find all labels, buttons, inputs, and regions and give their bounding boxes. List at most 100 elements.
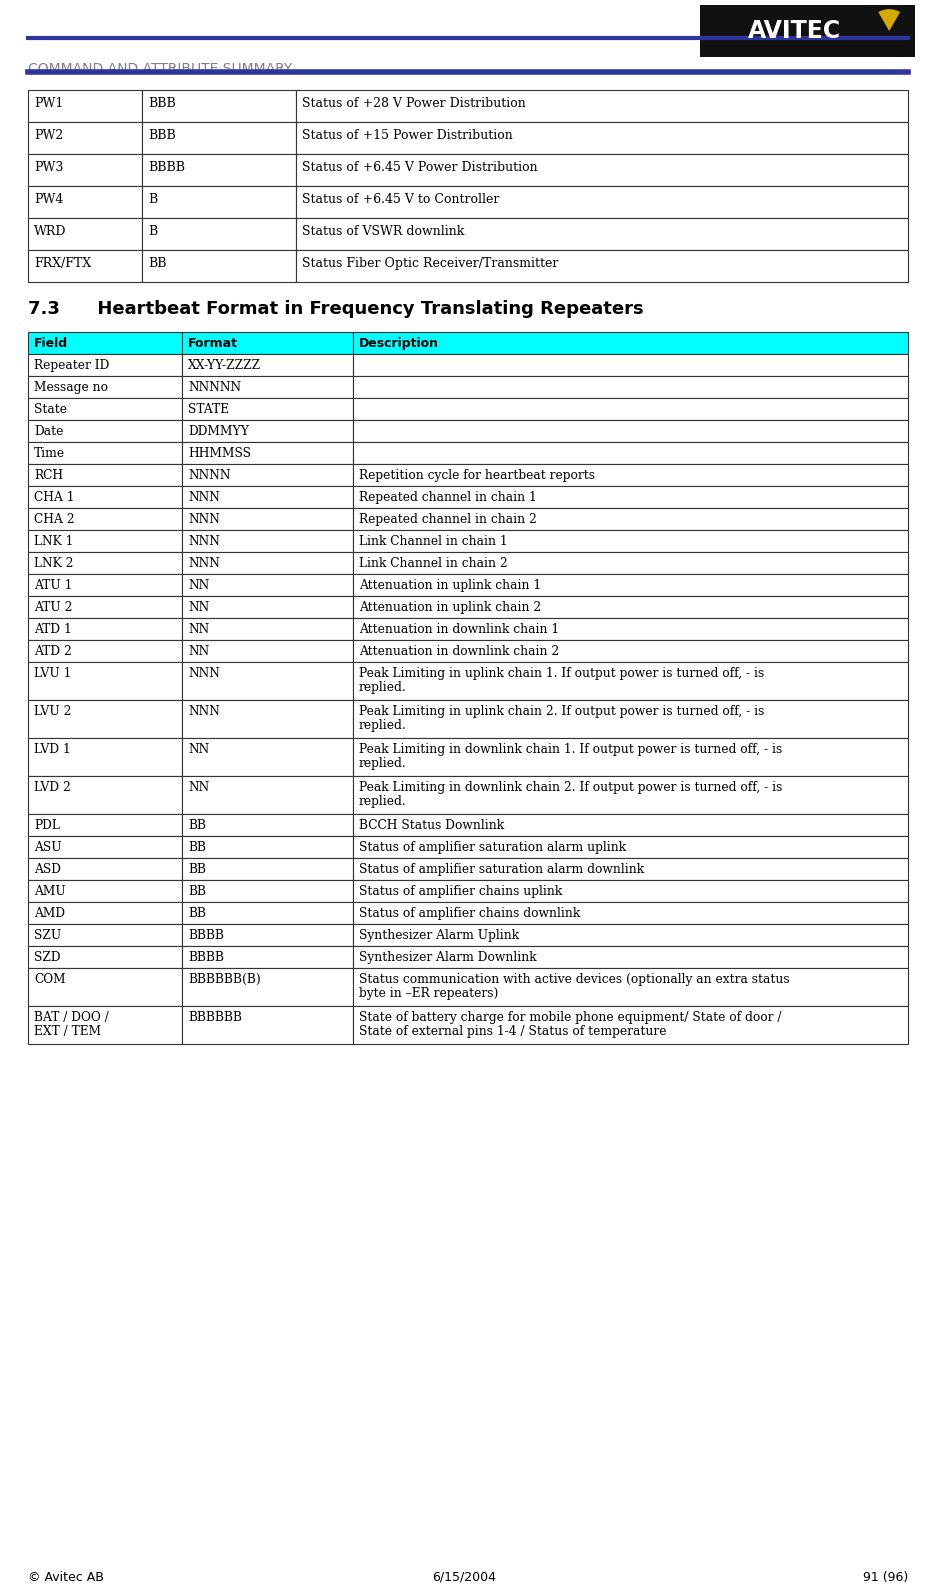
Bar — [28, 508, 182, 530]
Bar — [28, 376, 182, 398]
Text: PDL: PDL — [34, 819, 60, 832]
Text: HHMMSS: HHMMSS — [188, 448, 250, 460]
Text: © Avitec AB: © Avitec AB — [28, 1571, 104, 1583]
Bar — [352, 699, 907, 738]
Bar — [352, 969, 907, 1007]
Text: 6/15/2004: 6/15/2004 — [432, 1571, 495, 1583]
Text: PW4: PW4 — [34, 193, 63, 205]
Text: Message no: Message no — [34, 381, 108, 393]
Bar — [296, 250, 907, 282]
Bar — [28, 155, 142, 186]
Bar — [28, 89, 142, 123]
Bar — [28, 573, 182, 596]
Bar — [28, 331, 182, 354]
Bar — [182, 486, 352, 508]
Bar — [182, 376, 352, 398]
Bar — [28, 421, 182, 441]
Text: BB: BB — [147, 256, 166, 269]
Bar — [352, 879, 907, 902]
Bar — [28, 699, 182, 738]
Text: BBBB: BBBB — [188, 929, 223, 941]
Bar — [182, 699, 352, 738]
Text: Repeated channel in chain 1: Repeated channel in chain 1 — [359, 491, 536, 503]
Text: RCH: RCH — [34, 468, 63, 483]
Bar — [352, 441, 907, 464]
Bar — [28, 464, 182, 486]
Text: Peak Limiting in downlink chain 1. If output power is turned off, - is: Peak Limiting in downlink chain 1. If ou… — [359, 742, 781, 757]
Bar — [182, 814, 352, 836]
Bar — [296, 89, 907, 123]
Text: BB: BB — [188, 841, 206, 854]
Text: BB: BB — [188, 906, 206, 921]
Bar — [352, 640, 907, 663]
Bar — [352, 776, 907, 814]
Bar — [182, 902, 352, 924]
Text: 91 (96): 91 (96) — [862, 1571, 907, 1583]
Bar — [352, 836, 907, 859]
Bar — [352, 618, 907, 640]
Text: NNN: NNN — [188, 667, 220, 680]
Text: NNN: NNN — [188, 535, 220, 548]
Bar — [352, 553, 907, 573]
Text: Status of +6.45 V to Controller: Status of +6.45 V to Controller — [301, 193, 499, 205]
Text: byte in –ER repeaters): byte in –ER repeaters) — [359, 988, 498, 1000]
Text: Synthesizer Alarm Downlink: Synthesizer Alarm Downlink — [359, 951, 536, 964]
Bar — [28, 776, 182, 814]
Bar — [28, 640, 182, 663]
Text: NN: NN — [188, 781, 209, 793]
Bar — [28, 123, 142, 155]
Bar — [182, 924, 352, 946]
Text: Attenuation in uplink chain 1: Attenuation in uplink chain 1 — [359, 578, 540, 593]
Text: Status communication with active devices (optionally an extra status: Status communication with active devices… — [359, 973, 789, 986]
Bar — [699, 5, 914, 57]
Text: Date: Date — [34, 425, 63, 438]
Text: AMD: AMD — [34, 906, 65, 921]
Text: State of external pins 1-4 / Status of temperature: State of external pins 1-4 / Status of t… — [359, 1024, 666, 1039]
Text: BBBB: BBBB — [147, 161, 184, 174]
Bar — [28, 553, 182, 573]
Bar — [182, 879, 352, 902]
Bar — [182, 530, 352, 553]
Bar — [182, 464, 352, 486]
Bar — [296, 218, 907, 250]
Wedge shape — [877, 10, 899, 30]
Text: Description: Description — [359, 338, 438, 350]
Text: WRD: WRD — [34, 225, 67, 237]
Text: ATU 2: ATU 2 — [34, 601, 72, 613]
Bar — [352, 331, 907, 354]
Text: BB: BB — [188, 886, 206, 898]
Bar — [352, 924, 907, 946]
Text: DDMMYY: DDMMYY — [188, 425, 248, 438]
Text: BBBBBB: BBBBBB — [188, 1012, 242, 1024]
Text: BB: BB — [188, 863, 206, 876]
Bar — [352, 573, 907, 596]
Bar — [352, 946, 907, 969]
Text: Format: Format — [188, 338, 237, 350]
Text: Link Channel in chain 2: Link Channel in chain 2 — [359, 558, 507, 570]
Bar — [142, 155, 296, 186]
Bar — [352, 464, 907, 486]
Text: Field: Field — [34, 338, 68, 350]
Text: BBB: BBB — [147, 129, 175, 142]
Bar — [28, 398, 182, 421]
Bar — [142, 218, 296, 250]
Bar — [182, 441, 352, 464]
Bar — [352, 738, 907, 776]
Bar — [182, 618, 352, 640]
Bar — [296, 123, 907, 155]
Bar — [28, 1007, 182, 1043]
Bar — [28, 879, 182, 902]
Text: Attenuation in downlink chain 2: Attenuation in downlink chain 2 — [359, 645, 559, 658]
Text: ASU: ASU — [34, 841, 61, 854]
Bar — [28, 924, 182, 946]
Bar — [182, 738, 352, 776]
Bar — [352, 596, 907, 618]
Bar — [296, 155, 907, 186]
Text: Status of +15 Power Distribution: Status of +15 Power Distribution — [301, 129, 513, 142]
Text: NNN: NNN — [188, 513, 220, 526]
Text: Status Fiber Optic Receiver/Transmitter: Status Fiber Optic Receiver/Transmitter — [301, 256, 558, 269]
Text: Repeated channel in chain 2: Repeated channel in chain 2 — [359, 513, 537, 526]
Bar — [182, 836, 352, 859]
Bar — [352, 902, 907, 924]
Bar — [28, 946, 182, 969]
